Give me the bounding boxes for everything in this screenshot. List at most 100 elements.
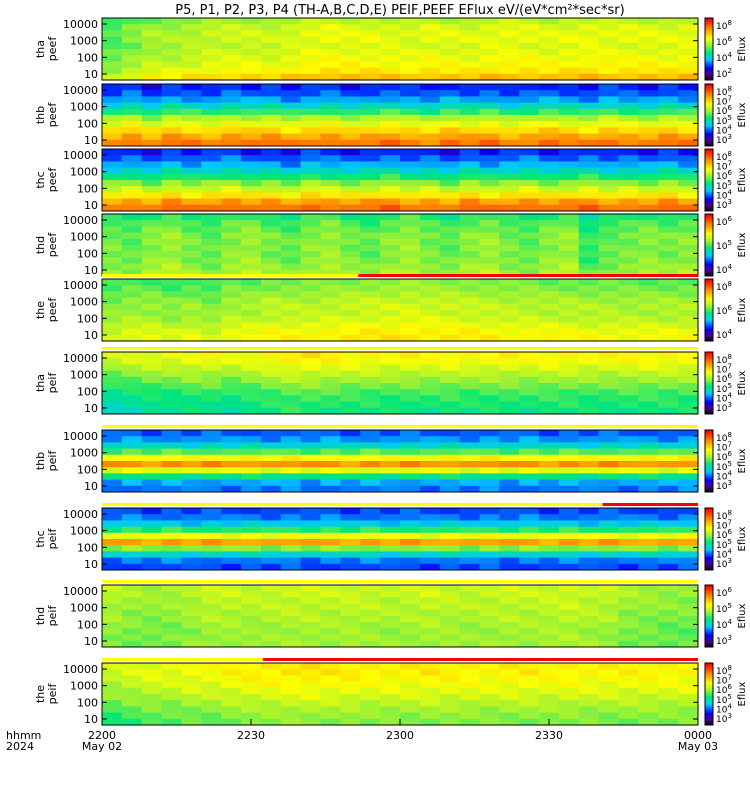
heatmap-cell bbox=[161, 461, 182, 468]
heatmap-cell bbox=[360, 198, 381, 206]
heatmap-cell bbox=[141, 61, 163, 69]
heatmap-cell bbox=[618, 401, 639, 409]
y-tick-label: 10000 bbox=[63, 508, 98, 521]
heatmap-cell bbox=[519, 358, 540, 365]
heatmap-cell bbox=[121, 622, 143, 629]
heatmap-cell bbox=[360, 257, 381, 265]
heatmap-cell bbox=[400, 401, 421, 409]
heatmap-cell bbox=[340, 334, 361, 342]
heatmap-cell bbox=[300, 383, 322, 390]
colorbar-swatch bbox=[705, 536, 713, 540]
heatmap-cell bbox=[102, 161, 123, 169]
heatmap-cell bbox=[459, 669, 480, 676]
heatmap-cell bbox=[300, 563, 322, 571]
colorbar-swatch bbox=[705, 175, 713, 179]
heatmap-cell bbox=[280, 616, 302, 623]
heatmap-cell bbox=[300, 628, 322, 636]
heatmap-cell bbox=[578, 322, 600, 330]
heatmap-cell bbox=[419, 473, 441, 481]
heatmap-cell bbox=[638, 285, 659, 292]
heatmap-cell bbox=[598, 121, 620, 128]
heatmap-cell bbox=[181, 603, 202, 611]
heatmap-cell bbox=[678, 192, 699, 200]
heatmap-cell bbox=[360, 526, 381, 534]
heatmap-cell bbox=[221, 687, 242, 695]
heatmap-cell bbox=[499, 149, 520, 156]
heatmap-cell bbox=[638, 303, 659, 311]
heatmap-cell bbox=[141, 291, 163, 299]
heatmap-cell bbox=[380, 263, 401, 271]
heatmap-cell bbox=[340, 681, 361, 689]
heatmap-cell bbox=[320, 155, 341, 162]
heatmap-cell bbox=[280, 526, 302, 534]
heatmap-cell bbox=[519, 389, 540, 396]
heatmap-cell bbox=[479, 238, 500, 246]
heatmap-cell bbox=[638, 186, 659, 193]
heatmap-cell bbox=[578, 257, 600, 265]
heatmap-cell bbox=[658, 90, 679, 97]
heatmap-cell bbox=[439, 526, 461, 534]
heatmap-cell bbox=[121, 376, 143, 384]
x-tick-label: 2230 bbox=[237, 729, 265, 742]
heatmap-cell bbox=[380, 257, 401, 265]
heatmap-cell bbox=[419, 376, 441, 384]
heatmap-cell bbox=[340, 303, 361, 311]
heatmap-cell bbox=[439, 539, 461, 546]
heatmap-cell bbox=[241, 479, 262, 487]
heatmap-cell bbox=[340, 634, 361, 642]
heatmap-cell bbox=[360, 718, 381, 726]
colorbar-swatch bbox=[705, 624, 713, 627]
heatmap-cell bbox=[380, 436, 401, 443]
heatmap-cell bbox=[618, 226, 639, 234]
colorbar-swatch bbox=[705, 208, 713, 212]
heatmap-cell bbox=[102, 448, 123, 456]
colorbar-tick-label: 104 bbox=[716, 702, 732, 715]
heatmap-cell bbox=[539, 180, 560, 187]
y-axis-label: thd bbox=[34, 236, 47, 254]
heatmap-cell bbox=[241, 551, 262, 559]
colorbar-swatch bbox=[705, 279, 713, 282]
heatmap-cell bbox=[499, 675, 520, 683]
colorbar-tick-label: 107 bbox=[716, 441, 732, 454]
heatmap-cell bbox=[598, 352, 620, 359]
heatmap-cell bbox=[340, 263, 361, 271]
heatmap-cell bbox=[380, 186, 401, 193]
heatmap-cell bbox=[201, 285, 222, 292]
heatmap-cell bbox=[419, 597, 441, 605]
heatmap-cell bbox=[678, 430, 699, 437]
heatmap-cell bbox=[380, 700, 401, 707]
heatmap-cell bbox=[300, 204, 322, 212]
heatmap-cell bbox=[360, 520, 381, 528]
heatmap-cell bbox=[340, 551, 361, 559]
heatmap-cell bbox=[221, 370, 242, 378]
heatmap-cell bbox=[459, 121, 480, 128]
heatmap-cell bbox=[380, 285, 401, 292]
heatmap-cell bbox=[658, 49, 679, 56]
heatmap-cell bbox=[340, 514, 361, 521]
heatmap-cell bbox=[360, 436, 381, 443]
heatmap-cell bbox=[558, 30, 580, 38]
heatmap-cell bbox=[102, 526, 123, 534]
colorbar-swatch bbox=[705, 297, 713, 301]
heatmap-cell bbox=[519, 545, 540, 552]
heatmap-cell bbox=[400, 30, 421, 38]
heatmap-cell bbox=[558, 436, 580, 443]
heatmap-cell bbox=[260, 297, 282, 305]
colorbar-swatch bbox=[705, 702, 713, 705]
colorbar-swatch bbox=[705, 644, 713, 648]
heatmap-cell bbox=[499, 508, 520, 515]
colorbar-swatch bbox=[705, 450, 713, 454]
colorbar-swatch bbox=[705, 607, 713, 611]
heatmap-cell bbox=[380, 376, 401, 384]
heatmap-cell bbox=[221, 389, 242, 396]
heatmap-cell bbox=[558, 90, 580, 97]
heatmap-cell bbox=[380, 383, 401, 390]
heatmap-cell bbox=[638, 226, 659, 234]
heatmap-cell bbox=[638, 442, 659, 450]
heatmap-cell bbox=[161, 352, 182, 359]
heatmap-cell bbox=[141, 133, 163, 141]
colorbar-swatch bbox=[705, 255, 713, 258]
heatmap-cell bbox=[201, 700, 222, 707]
